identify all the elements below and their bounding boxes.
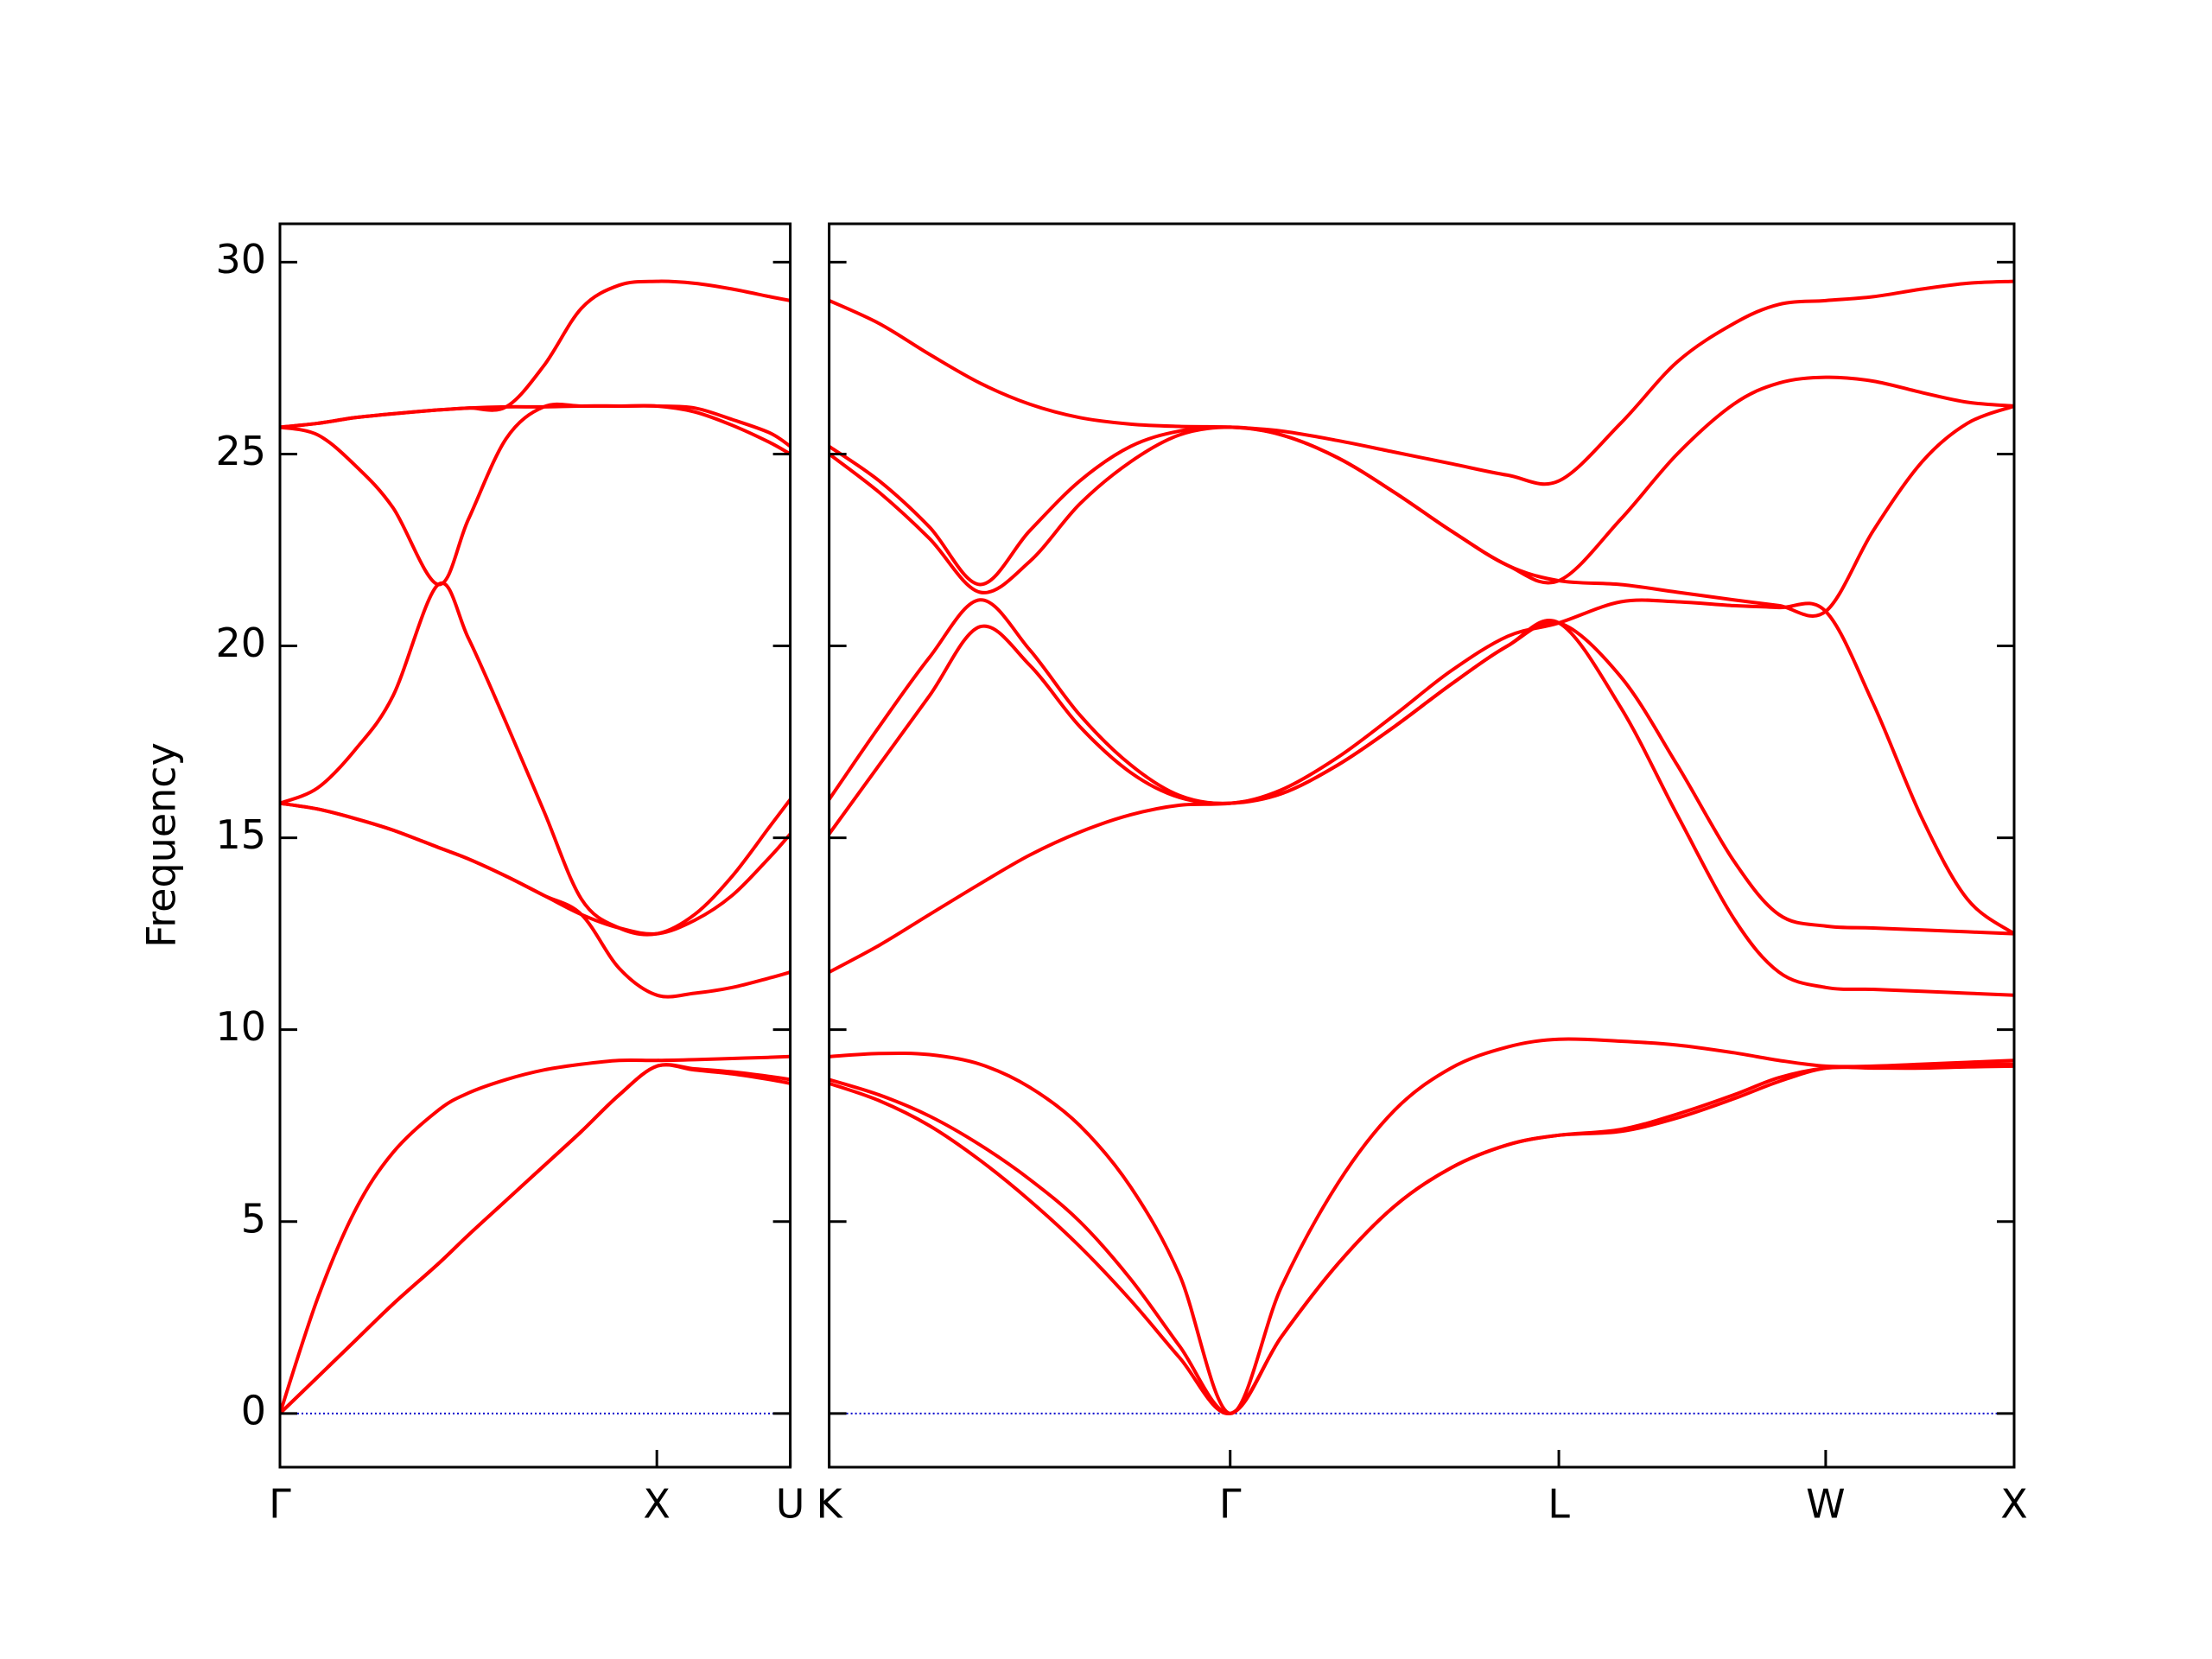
y-tick-label: 30 xyxy=(215,236,266,283)
band-line xyxy=(829,619,2015,997)
band-line xyxy=(829,1062,2015,1415)
y-tick-label: 5 xyxy=(241,1195,266,1242)
band-line xyxy=(280,1063,791,1415)
plot-frame xyxy=(278,222,792,1469)
y-tick-label: 10 xyxy=(215,1003,266,1050)
y-tick-label: 25 xyxy=(215,428,266,474)
band-line xyxy=(280,801,791,936)
y-tick-label: 0 xyxy=(241,1387,266,1433)
band-line xyxy=(829,598,2015,936)
x-tick-label: L xyxy=(1548,1481,1570,1528)
band-line xyxy=(829,375,2015,587)
band-line xyxy=(280,581,791,937)
x-tick-label: X xyxy=(2000,1481,2028,1528)
x-tick-label: Γ xyxy=(1219,1481,1242,1528)
x-tick-label: Γ xyxy=(269,1481,291,1528)
band-line xyxy=(280,279,791,429)
x-tick-label: W xyxy=(1806,1481,1845,1528)
band-line xyxy=(280,801,791,999)
band-line xyxy=(829,279,2015,486)
band-line xyxy=(280,1054,791,1414)
band-line xyxy=(829,1037,2015,1415)
y-tick-label: 20 xyxy=(215,620,266,666)
y-tick-label: 15 xyxy=(215,811,266,858)
x-tick-label: X xyxy=(643,1481,671,1528)
band-line xyxy=(280,402,791,587)
band-line xyxy=(280,1063,791,1415)
band-line xyxy=(829,620,2015,936)
y-axis-label: Frequency xyxy=(138,742,185,948)
x-tick-label: K xyxy=(817,1481,844,1528)
band-line xyxy=(829,1064,2015,1415)
plot-frame xyxy=(828,222,2016,1469)
x-tick-label: U xyxy=(776,1481,805,1528)
